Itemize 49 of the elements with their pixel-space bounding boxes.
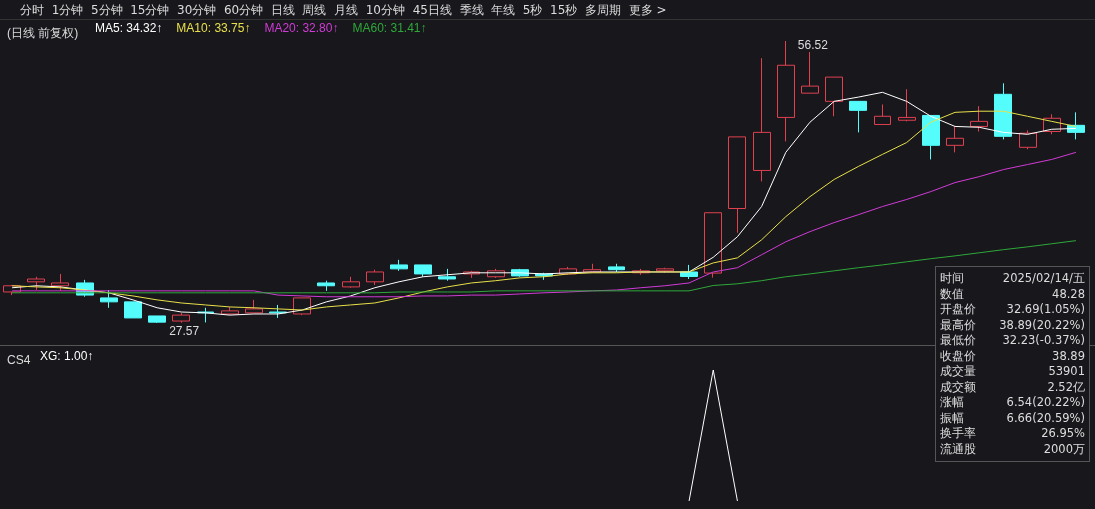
- candlestick: [849, 100, 867, 133]
- text: 振幅 6.66(20.59%): [940, 410, 1085, 425]
- candlestick: [922, 114, 940, 160]
- chart-title: CS4: [7, 353, 31, 367]
- candlestick: [221, 306, 239, 316]
- candlestick: [366, 269, 384, 286]
- annotation: 56.52: [797, 38, 829, 52]
- candlestick: [801, 51, 819, 94]
- text: 分时 1分钟 5分钟 15分钟 30分钟 60分钟 日线 周线 月线 10分钟 45日线 季线 年线 5秒 15秒 多周期 更多 >: [0, 0, 1095, 20]
- candlestick: [342, 276, 360, 289]
- candlestick: [874, 103, 891, 125]
- text: 涨幅 6.54(20.22%): [940, 395, 1085, 409]
- text: 数值 48.28: [940, 286, 1085, 301]
- candlestick: [656, 267, 674, 274]
- text: 换手率 26.95%: [940, 426, 1085, 440]
- candlestick: [994, 82, 1012, 140]
- candlestick: [704, 212, 722, 279]
- text: MA60: 31.41↑: [352, 21, 427, 35]
- candlestick: [27, 276, 45, 291]
- candlestick: [317, 280, 335, 292]
- candlestick: [608, 263, 625, 273]
- candlestick: [898, 88, 916, 122]
- text: MA5: 34.32↑: [95, 21, 163, 35]
- text: 27.57: [169, 324, 200, 338]
- candlestick: [172, 312, 190, 324]
- chart-title: (日线 前复权): [7, 26, 79, 40]
- text: 成交额 2.52亿: [940, 379, 1085, 394]
- text: MA20: 32.80↑: [264, 21, 339, 35]
- candlestick: [825, 76, 843, 117]
- candlestick: [51, 273, 69, 292]
- candlestick: [777, 40, 795, 142]
- candlestick: [124, 301, 142, 319]
- text: XG: 1.00↑: [40, 349, 94, 363]
- text: 最低价 32.23(-0.37%): [940, 333, 1085, 347]
- text: 时间 2025/02/14/五: [940, 271, 1085, 285]
- text: 最高价 38.89(20.22%): [940, 317, 1085, 332]
- candlestick: [946, 125, 964, 153]
- candlestick: [414, 264, 432, 278]
- text: 开盘价 32.69(1.05%): [940, 302, 1085, 316]
- text: 成交量 53901: [940, 364, 1085, 378]
- candlestick: [970, 105, 988, 133]
- candlestick: [148, 315, 166, 324]
- text: MA10: 33.75↑: [176, 21, 251, 35]
- text: 收盘价 38.89: [940, 348, 1085, 363]
- candlestick: [753, 57, 771, 182]
- candlestick: [390, 259, 408, 272]
- text: 流通股 2000万: [940, 441, 1085, 456]
- candlestick: [245, 299, 263, 314]
- candlestick: [728, 136, 746, 234]
